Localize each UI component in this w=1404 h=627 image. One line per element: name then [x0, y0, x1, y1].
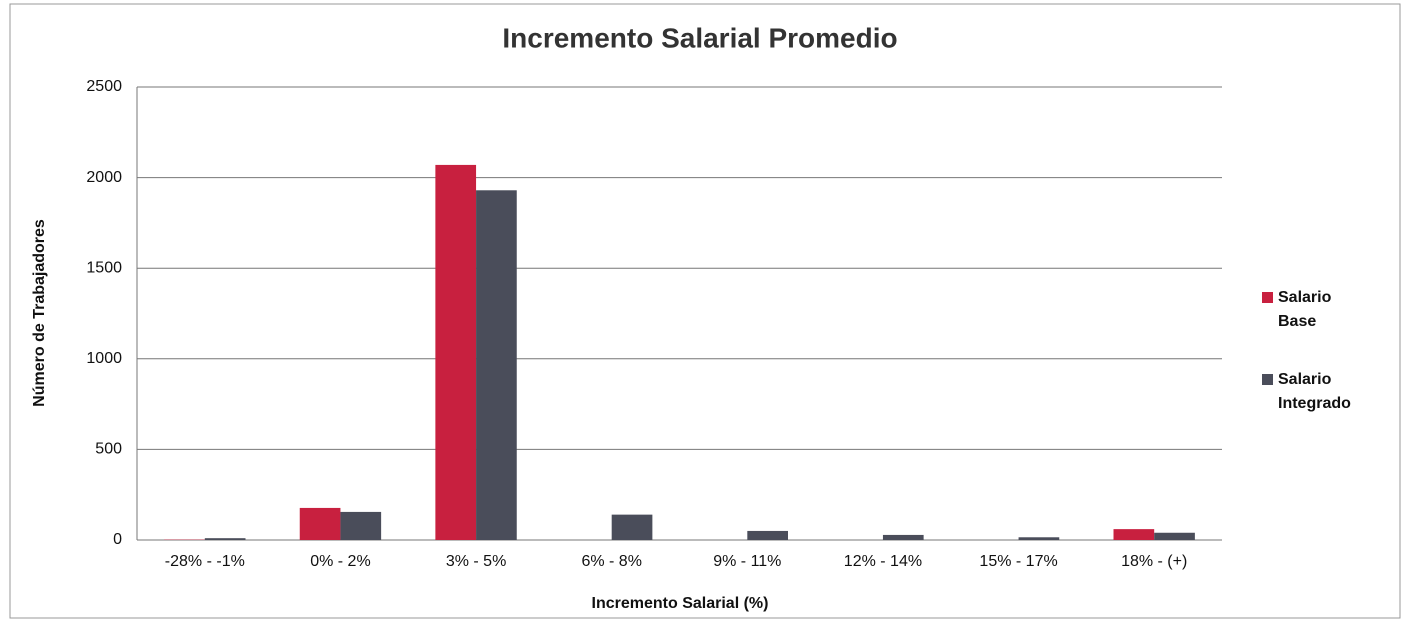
bar — [205, 538, 246, 540]
bar — [340, 512, 381, 540]
x-tick-label: 12% - 14% — [844, 553, 922, 570]
bar — [1019, 537, 1060, 540]
bar — [612, 515, 653, 540]
y-tick-label: 1500 — [86, 259, 122, 276]
bar — [883, 535, 924, 540]
y-axis-label: Número de Trabajadores — [31, 219, 48, 407]
legend-swatch — [1262, 374, 1273, 385]
bar — [747, 531, 788, 540]
bar — [1114, 529, 1155, 540]
y-tick-label: 0 — [113, 531, 122, 548]
x-tick-label: 6% - 8% — [581, 553, 641, 570]
y-tick-label: 2000 — [86, 169, 122, 186]
x-tick-label: -28% - -1% — [165, 553, 245, 570]
y-tick-label: 2500 — [86, 78, 122, 95]
x-tick-label: 15% - 17% — [979, 553, 1057, 570]
bar — [435, 165, 476, 540]
x-tick-label: 0% - 2% — [310, 553, 370, 570]
x-tick-label: 18% - (+) — [1121, 553, 1187, 570]
chart-title: Incremento Salarial Promedio — [502, 22, 897, 53]
bar — [300, 508, 341, 540]
y-tick-label: 500 — [95, 441, 122, 458]
legend-swatch — [1262, 292, 1273, 303]
x-tick-label: 3% - 5% — [446, 553, 506, 570]
bar — [476, 190, 517, 540]
y-tick-label: 1000 — [86, 350, 122, 367]
frame — [10, 4, 1400, 618]
x-tick-label: 9% - 11% — [713, 553, 781, 570]
bar — [1154, 533, 1195, 540]
x-axis-label: Incremento Salarial (%) — [592, 595, 769, 612]
